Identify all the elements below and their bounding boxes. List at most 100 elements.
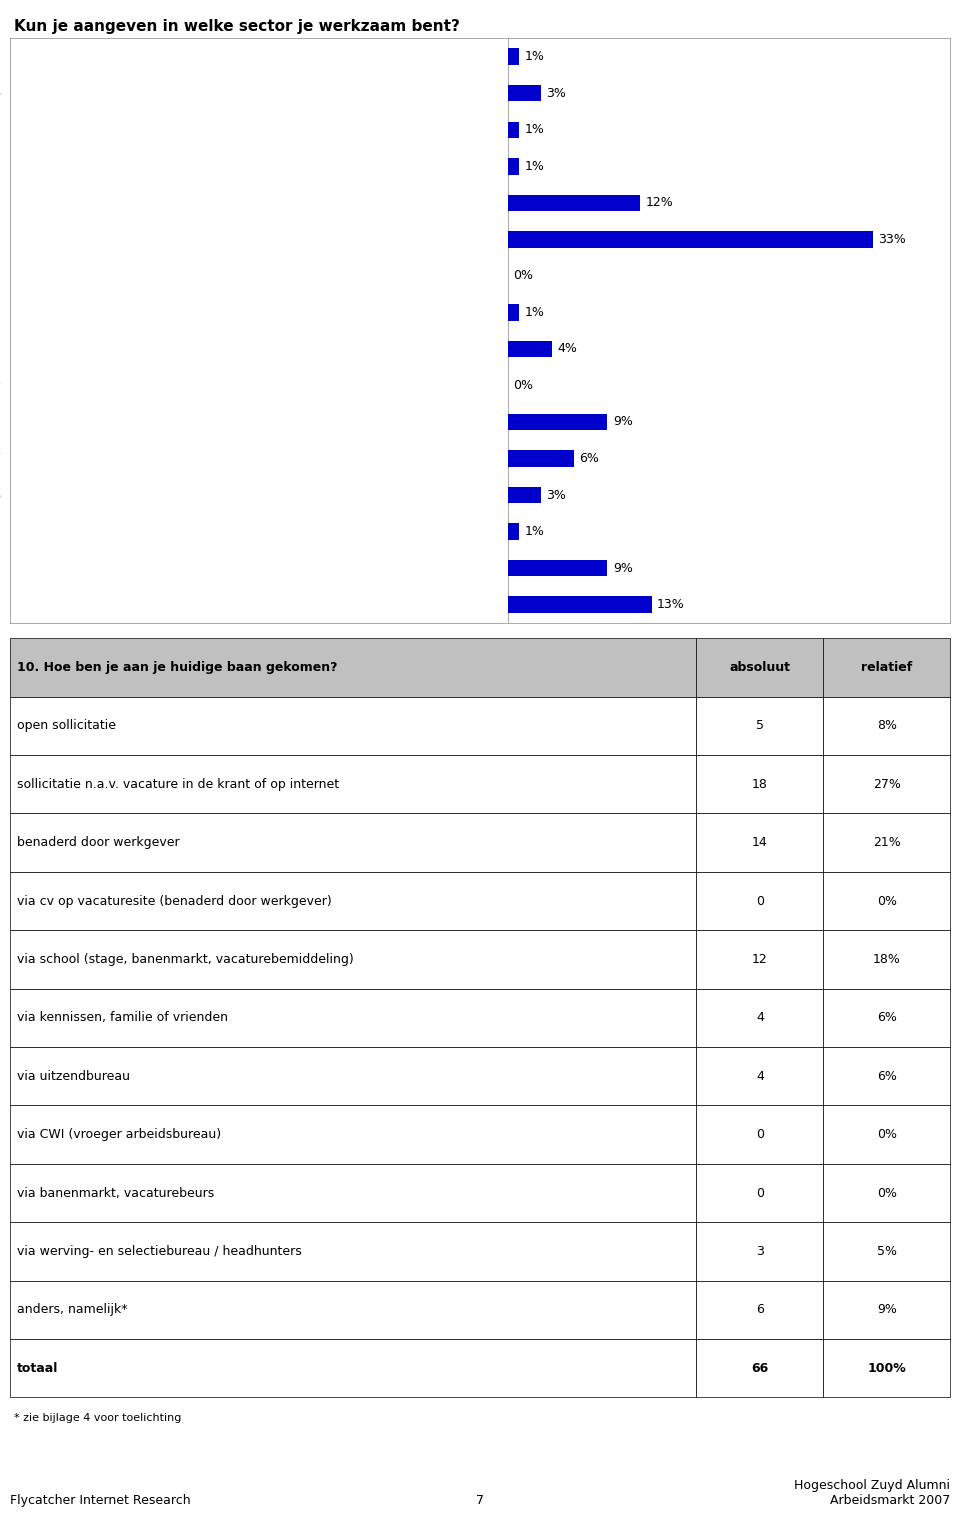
Text: 6: 6: [756, 1303, 764, 1317]
Bar: [824, 697, 950, 755]
Text: 21%: 21%: [873, 837, 900, 849]
Bar: [696, 1047, 824, 1106]
Bar: [696, 697, 824, 755]
Bar: [696, 872, 824, 930]
Bar: [508, 341, 552, 357]
Bar: [10, 638, 696, 697]
Text: 0: 0: [756, 895, 764, 907]
Bar: [508, 597, 652, 612]
Text: 9%: 9%: [612, 561, 633, 575]
Text: 4: 4: [756, 1070, 764, 1083]
Bar: [10, 1047, 696, 1106]
Bar: [508, 488, 540, 503]
Bar: [696, 1223, 824, 1281]
Bar: [10, 872, 696, 930]
Text: via school (stage, banenmarkt, vacaturebemiddeling): via school (stage, banenmarkt, vacatureb…: [17, 954, 354, 966]
Bar: [10, 697, 696, 755]
Text: 3%: 3%: [546, 86, 566, 100]
Bar: [696, 1164, 824, 1223]
Text: 0%: 0%: [514, 378, 533, 392]
Text: via kennissen, familie of vrienden: via kennissen, familie of vrienden: [17, 1012, 228, 1024]
Text: 3: 3: [756, 1244, 764, 1258]
Text: via CWI (vroeger arbeidsbureau): via CWI (vroeger arbeidsbureau): [17, 1129, 221, 1141]
Text: Kun je aangeven in welke sector je werkzaam bent?: Kun je aangeven in welke sector je werkz…: [14, 18, 460, 34]
Text: 33%: 33%: [878, 232, 906, 246]
Bar: [10, 1223, 696, 1281]
Bar: [10, 989, 696, 1047]
Bar: [508, 122, 518, 138]
Text: 6%: 6%: [876, 1012, 897, 1024]
Bar: [10, 930, 696, 989]
Bar: [508, 231, 873, 248]
Text: Flycatcher Internet Research: Flycatcher Internet Research: [10, 1495, 190, 1507]
Text: sollicitatie n.a.v. vacature in de krant of op internet: sollicitatie n.a.v. vacature in de krant…: [17, 778, 339, 791]
Text: via cv op vacaturesite (benaderd door werkgever): via cv op vacaturesite (benaderd door we…: [17, 895, 332, 907]
Bar: [10, 814, 696, 872]
Bar: [824, 638, 950, 697]
Text: 5%: 5%: [876, 1244, 897, 1258]
Text: relatief: relatief: [861, 661, 913, 674]
Bar: [824, 930, 950, 989]
Text: 6%: 6%: [580, 452, 599, 464]
Bar: [824, 1164, 950, 1223]
Text: 12: 12: [752, 954, 768, 966]
Bar: [696, 989, 824, 1047]
Text: 5: 5: [756, 720, 764, 732]
Bar: [824, 814, 950, 872]
Bar: [10, 1164, 696, 1223]
Bar: [10, 1281, 696, 1340]
Text: 12%: 12%: [646, 197, 674, 209]
Text: 0%: 0%: [514, 269, 533, 283]
Bar: [696, 1281, 824, 1340]
Bar: [696, 638, 824, 697]
Text: Hogeschool Zuyd Alumni
Arbeidsmarkt 2007: Hogeschool Zuyd Alumni Arbeidsmarkt 2007: [795, 1480, 950, 1507]
Bar: [824, 1281, 950, 1340]
Text: via werving- en selectiebureau / headhunters: via werving- en selectiebureau / headhun…: [17, 1244, 301, 1258]
Bar: [508, 560, 608, 577]
Bar: [10, 755, 696, 814]
Text: 3%: 3%: [546, 489, 566, 501]
Bar: [824, 1047, 950, 1106]
Bar: [508, 305, 518, 320]
Bar: [508, 158, 518, 174]
Text: 27%: 27%: [873, 778, 900, 791]
Text: 100%: 100%: [868, 1361, 906, 1375]
Text: 1%: 1%: [524, 51, 544, 63]
Bar: [10, 1340, 696, 1398]
Bar: [696, 1106, 824, 1164]
Text: 1%: 1%: [524, 306, 544, 318]
Text: * zie bijlage 4 voor toelichting: * zie bijlage 4 voor toelichting: [14, 1413, 181, 1423]
Bar: [10, 1106, 696, 1164]
Text: 18%: 18%: [873, 954, 900, 966]
Text: 6%: 6%: [876, 1070, 897, 1083]
Text: 9%: 9%: [612, 415, 633, 429]
Text: 14: 14: [752, 837, 768, 849]
Bar: [696, 814, 824, 872]
Bar: [696, 1340, 824, 1398]
Text: 13%: 13%: [657, 598, 684, 611]
Bar: [508, 414, 608, 431]
Text: totaal: totaal: [17, 1361, 59, 1375]
Text: via banenmarkt, vacaturebeurs: via banenmarkt, vacaturebeurs: [17, 1186, 214, 1200]
Bar: [508, 49, 518, 65]
Text: 7: 7: [476, 1495, 484, 1507]
Bar: [696, 755, 824, 814]
Text: 66: 66: [752, 1361, 769, 1375]
Text: 4: 4: [756, 1012, 764, 1024]
Bar: [824, 1223, 950, 1281]
Text: benaderd door werkgever: benaderd door werkgever: [17, 837, 180, 849]
Text: open sollicitatie: open sollicitatie: [17, 720, 116, 732]
Bar: [696, 930, 824, 989]
Bar: [824, 1106, 950, 1164]
Text: 0: 0: [756, 1129, 764, 1141]
Bar: [508, 523, 518, 540]
Text: 0%: 0%: [876, 895, 897, 907]
Text: 10. Hoe ben je aan je huidige baan gekomen?: 10. Hoe ben je aan je huidige baan gekom…: [17, 661, 338, 674]
Bar: [824, 1340, 950, 1398]
Text: 0%: 0%: [876, 1129, 897, 1141]
Text: 1%: 1%: [524, 123, 544, 137]
Text: 0: 0: [756, 1186, 764, 1200]
Text: anders, namelijk*: anders, namelijk*: [17, 1303, 128, 1317]
Text: 4%: 4%: [558, 343, 577, 355]
Text: via uitzendbureau: via uitzendbureau: [17, 1070, 131, 1083]
